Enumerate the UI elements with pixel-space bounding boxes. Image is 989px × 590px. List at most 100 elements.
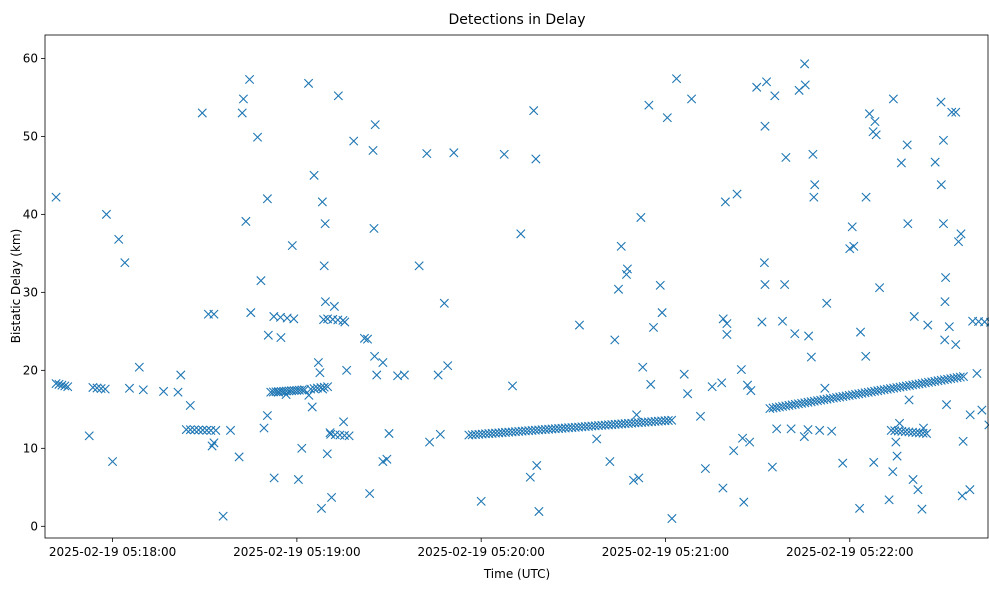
data-point xyxy=(51,379,61,389)
data-point xyxy=(616,241,626,251)
data-point xyxy=(767,462,777,472)
data-point xyxy=(896,158,906,168)
data-point xyxy=(297,443,307,453)
data-point xyxy=(894,418,905,428)
data-point xyxy=(173,387,183,397)
data-point xyxy=(808,149,818,159)
y-tick-label: 60 xyxy=(23,51,38,65)
data-point xyxy=(900,427,910,437)
data-point xyxy=(344,431,354,441)
data-point xyxy=(861,192,871,202)
data-point xyxy=(534,506,544,517)
data-point xyxy=(655,280,665,290)
data-point xyxy=(965,410,975,420)
data-point xyxy=(957,491,967,501)
y-tick-label: 40 xyxy=(23,207,38,221)
data-point xyxy=(622,264,632,274)
data-point xyxy=(827,426,837,436)
data-point xyxy=(632,410,642,420)
data-point xyxy=(100,384,110,394)
data-point xyxy=(96,383,106,394)
data-point xyxy=(977,405,987,415)
data-point xyxy=(955,372,965,382)
data-point xyxy=(804,331,814,341)
y-tick-label: 30 xyxy=(23,285,38,299)
data-point xyxy=(293,474,304,485)
data-point xyxy=(114,234,124,244)
data-point xyxy=(244,74,255,85)
data-point xyxy=(435,429,445,439)
data-point xyxy=(810,180,820,190)
data-point xyxy=(897,426,907,436)
data-point xyxy=(671,74,682,84)
data-point xyxy=(185,400,195,411)
data-point xyxy=(124,383,135,393)
y-tick-label: 20 xyxy=(23,363,38,377)
data-point xyxy=(861,351,871,361)
data-point xyxy=(662,113,672,123)
x-tick-label: 2025-02-19 05:22:00 xyxy=(786,545,913,559)
data-point xyxy=(238,94,249,104)
x-axis-label: Time (UTC) xyxy=(483,567,550,581)
data-point xyxy=(138,385,148,395)
data-point xyxy=(914,428,925,438)
data-point xyxy=(319,382,329,392)
data-point xyxy=(820,383,830,393)
data-point xyxy=(317,197,327,207)
data-point xyxy=(745,437,755,447)
data-point xyxy=(304,390,314,400)
data-point xyxy=(803,425,813,435)
data-point xyxy=(241,216,251,226)
data-point xyxy=(718,483,728,493)
data-point xyxy=(757,317,767,327)
data-point xyxy=(686,94,697,104)
data-point xyxy=(256,276,266,286)
data-point xyxy=(944,322,954,332)
x-tick-label: 2025-02-19 05:21:00 xyxy=(602,545,729,559)
data-point xyxy=(499,149,509,159)
data-point xyxy=(646,379,656,389)
data-point xyxy=(938,219,949,229)
data-point xyxy=(621,269,632,280)
data-point xyxy=(507,381,518,391)
data-point xyxy=(322,449,332,459)
data-point xyxy=(368,145,378,156)
data-point xyxy=(739,497,749,507)
data-point xyxy=(63,382,73,392)
data-point xyxy=(269,473,279,483)
data-point xyxy=(972,368,982,379)
data-point xyxy=(252,132,263,142)
y-axis-label: Bistatic Delay (km) xyxy=(9,229,23,344)
data-point xyxy=(439,298,449,308)
data-point xyxy=(605,456,615,467)
y-tick-label: 0 xyxy=(30,519,38,533)
data-point xyxy=(847,222,857,232)
data-point xyxy=(930,157,940,167)
data-point xyxy=(333,91,343,101)
data-point xyxy=(209,438,219,448)
data-point xyxy=(287,240,297,251)
data-point xyxy=(84,431,94,441)
data-point xyxy=(101,209,112,219)
data-point xyxy=(51,192,61,202)
data-point xyxy=(218,511,228,521)
data-point xyxy=(893,426,903,436)
data-point xyxy=(911,427,921,438)
data-point xyxy=(780,279,790,290)
data-point xyxy=(303,78,314,88)
data-point xyxy=(644,100,654,110)
data-point xyxy=(297,385,307,395)
data-point xyxy=(202,425,212,435)
data-point xyxy=(531,154,541,164)
data-point xyxy=(908,474,918,485)
data-point xyxy=(909,311,919,322)
data-point xyxy=(800,80,810,90)
data-point xyxy=(369,223,379,233)
data-point xyxy=(947,107,957,117)
data-point xyxy=(938,135,949,145)
data-point xyxy=(667,513,677,524)
data-point xyxy=(799,432,809,442)
data-point xyxy=(663,415,673,426)
data-point xyxy=(338,315,348,326)
